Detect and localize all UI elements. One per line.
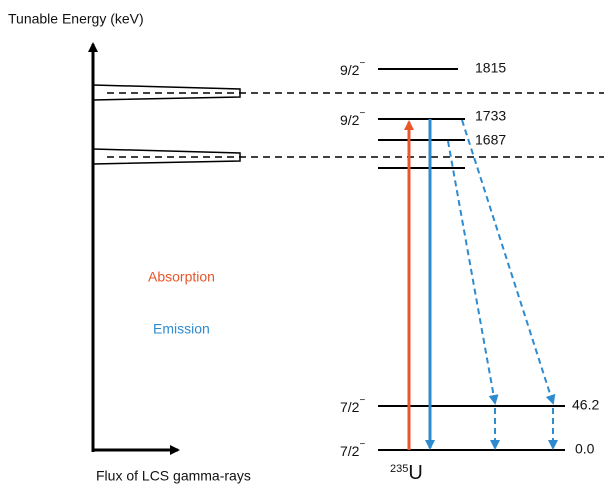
emission-label: Emission [153, 321, 210, 337]
spin: 9/2 [340, 62, 360, 78]
spin-label: 9/2− [340, 58, 365, 78]
nucleus-label: 235U [390, 462, 423, 484]
absorption-label: Absorption [148, 269, 215, 285]
spin: 7/2 [340, 443, 360, 459]
parity: − [359, 58, 365, 69]
x-axis-label: Flux of LCS gamma-rays [96, 468, 251, 484]
mass-number: 235 [390, 463, 408, 475]
decay-arrow [461, 119, 556, 405]
y-axis-label: Tunable Energy (keV) [8, 11, 144, 27]
element-symbol: U [408, 462, 422, 484]
energy-label: 0.0 [575, 441, 595, 457]
energy-label: 1687 [475, 132, 506, 148]
energy-label: 1733 [475, 108, 506, 124]
spin: 9/2 [340, 112, 360, 128]
parity: − [359, 439, 365, 450]
spin: 7/2 [340, 399, 360, 415]
spin-label: 7/2− [340, 439, 365, 459]
parity: − [359, 395, 365, 406]
decay-arrow [447, 140, 499, 405]
spin-label: 7/2− [340, 395, 365, 415]
parity: − [359, 108, 365, 119]
energy-label: 1815 [475, 60, 506, 76]
energy-label: 46.2 [572, 397, 599, 413]
spin-label: 9/2− [340, 108, 365, 128]
